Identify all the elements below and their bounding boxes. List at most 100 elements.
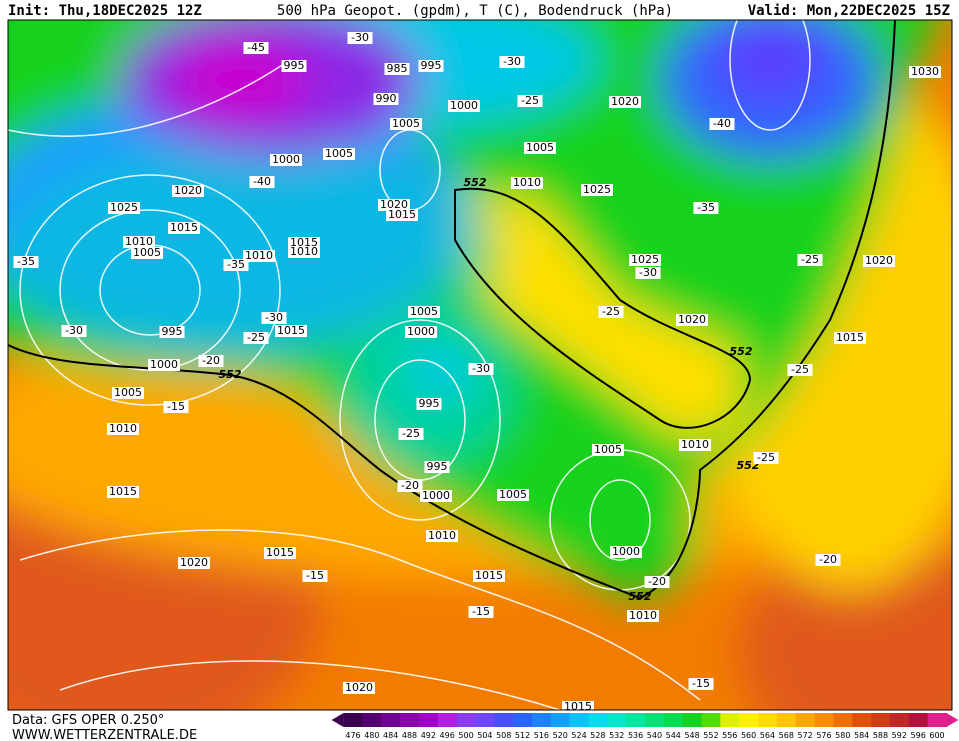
map-label: 1010	[681, 438, 709, 451]
map-label: 1030	[911, 65, 939, 78]
map-label: -25	[247, 331, 265, 344]
label-box	[112, 387, 144, 399]
map-label: 1015	[277, 324, 305, 337]
scale-swatch	[776, 713, 797, 727]
label-box	[418, 60, 444, 72]
map-label: 1010	[513, 176, 541, 189]
scale-swatch	[569, 713, 589, 727]
label-box	[448, 100, 480, 112]
label-box	[688, 678, 714, 690]
scale-swatch	[362, 713, 382, 727]
scale-label: 532	[609, 731, 624, 740]
map-label: 1025	[631, 253, 659, 266]
contour-552	[8, 20, 896, 600]
scale-swatch	[343, 713, 363, 727]
label-box	[405, 326, 437, 338]
map-label: 1005	[114, 386, 142, 399]
scale-swatch	[494, 713, 514, 727]
label-box	[592, 444, 624, 456]
map-label: -40	[713, 117, 731, 130]
map-label: -20	[202, 354, 220, 367]
label-box	[223, 259, 249, 271]
label-box	[629, 254, 661, 266]
scale-label: 556	[722, 731, 737, 740]
map-label: -25	[757, 451, 775, 464]
map-label: 995	[419, 397, 440, 410]
map-label: 1015	[266, 546, 294, 559]
label-box	[378, 199, 410, 211]
scale-swatch	[739, 713, 759, 727]
label-box	[264, 547, 296, 559]
label-box	[384, 63, 410, 75]
scale-label: 512	[515, 731, 530, 740]
label-box	[468, 606, 494, 618]
website: WWW.WETTERZENTRALE.DE	[12, 728, 197, 741]
label-box	[627, 610, 659, 622]
label-box	[243, 42, 269, 54]
scale-label: 564	[760, 731, 775, 740]
label-box	[598, 306, 624, 318]
scale-arrow-right	[946, 713, 959, 727]
map-label: -20	[648, 575, 666, 588]
scale-swatch	[550, 713, 571, 727]
map-label: 1025	[583, 183, 611, 196]
scale-swatch	[418, 713, 439, 727]
scale-swatch	[814, 713, 834, 727]
label-box	[302, 570, 328, 582]
scale-label: 480	[364, 731, 379, 740]
init-time: Init: Thu,18DEC2025 12Z	[8, 3, 202, 19]
label-box	[610, 546, 642, 558]
map-label: -25	[602, 305, 620, 318]
map-label: 985	[387, 62, 408, 75]
scale-label: 500	[458, 731, 473, 740]
label-box	[13, 256, 39, 268]
scale-arrow-left	[331, 713, 344, 727]
scale-swatch	[437, 713, 458, 727]
color-scale: 476 480 484 488 492 496 500 504 508 512 516 520 524 5…	[331, 713, 959, 740]
scale-label: 588	[873, 731, 888, 740]
map-label: 1005	[392, 117, 420, 130]
scale-label: 520	[553, 731, 568, 740]
scale-label: 492	[421, 731, 436, 740]
map-label: 1000	[450, 99, 478, 112]
scale-swatch	[927, 713, 947, 727]
scale-swatch	[795, 713, 816, 727]
map-label: -20	[401, 479, 419, 492]
scale-label: 560	[741, 731, 756, 740]
scale-swatch	[531, 713, 552, 727]
label-box	[386, 209, 418, 221]
scale-label: 516	[534, 731, 549, 740]
scale-label: 576	[816, 731, 831, 740]
label-box	[524, 142, 556, 154]
map-label: 1015	[170, 221, 198, 234]
map-label: 1010	[629, 609, 657, 622]
map-label: 1015	[836, 331, 864, 344]
map-label: -30	[472, 362, 490, 375]
label-box	[123, 236, 155, 248]
scale-label: 524	[571, 731, 586, 740]
label-box	[61, 325, 87, 337]
map-label: -35	[227, 258, 245, 271]
map-label: 995	[162, 325, 183, 338]
map-label: 1005	[499, 488, 527, 501]
map-label: 1025	[110, 201, 138, 214]
label-box	[753, 452, 779, 464]
label-box	[815, 554, 841, 566]
scale-swatch	[475, 713, 495, 727]
scale-swatch	[645, 713, 665, 727]
scale-label: 580	[835, 731, 850, 740]
label-box	[107, 423, 139, 435]
label-box	[408, 306, 440, 318]
map-label: -35	[17, 255, 35, 268]
map-frame	[7, 19, 953, 711]
scale-swatch	[607, 713, 627, 727]
label-box	[281, 60, 307, 72]
scale-label: 488	[402, 731, 417, 740]
map-label: 1015	[388, 208, 416, 221]
scale-label: 592	[892, 731, 907, 740]
label-box	[693, 202, 719, 214]
label-box	[499, 56, 525, 68]
